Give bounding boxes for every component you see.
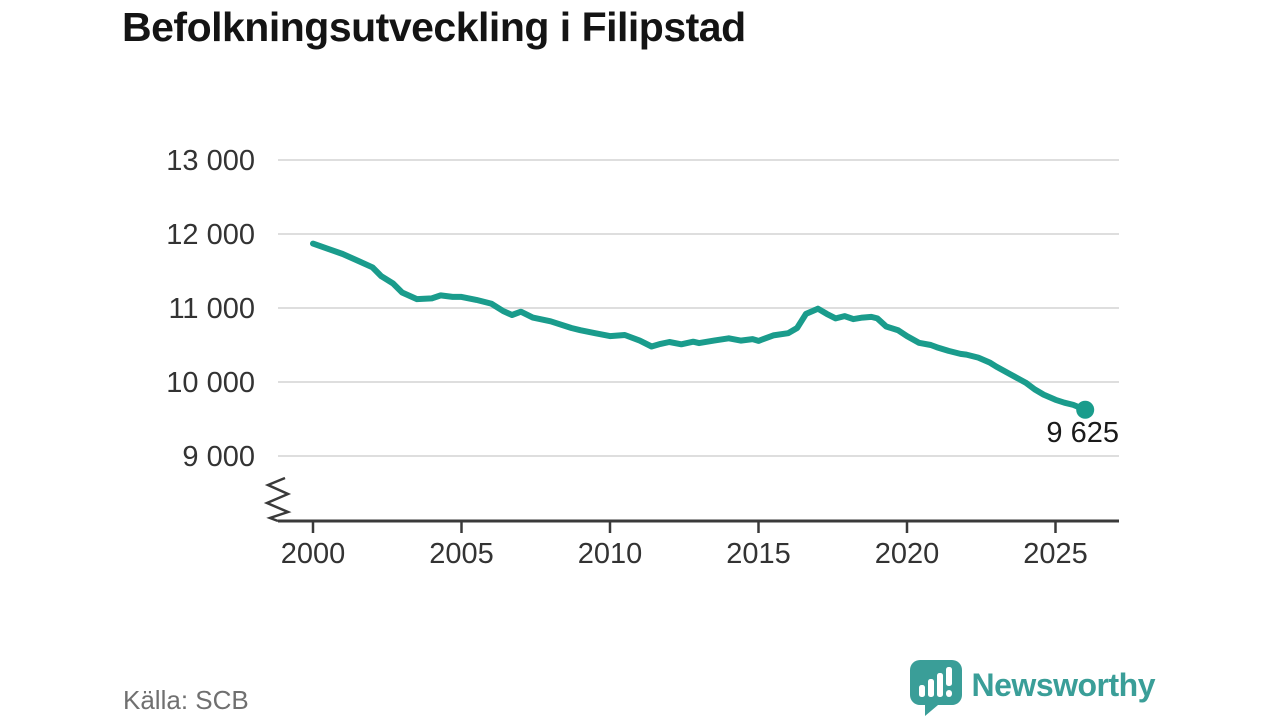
y-axis-tick-label: 11 000 <box>168 293 255 325</box>
x-axis-tick-label: 2000 <box>281 538 346 570</box>
last-value-label: 9 625 <box>1046 417 1119 449</box>
newsworthy-logo-text: Newsworthy <box>971 667 1156 703</box>
chart-title: Befolkningsutveckling i Filipstad <box>122 4 746 50</box>
x-axis-tick-label: 2015 <box>726 538 791 570</box>
x-axis-tick-label: 2010 <box>578 538 643 570</box>
newsworthy-logo-icon <box>909 660 962 716</box>
newsworthy-logo: Newsworthy <box>909 660 1156 716</box>
y-axis-tick-label: 9 000 <box>182 441 255 473</box>
source-note: Källa: SCB <box>123 685 249 715</box>
y-axis-tick-label: 12 000 <box>166 219 255 251</box>
x-axis-tick-label: 2025 <box>1023 538 1088 570</box>
x-axis-tick-label: 2020 <box>875 538 940 570</box>
y-axis-tick-label: 10 000 <box>166 367 255 399</box>
x-axis-tick-label: 2005 <box>429 538 494 570</box>
y-axis-tick-label: 13 000 <box>166 145 255 177</box>
series-end-dot <box>1076 400 1095 419</box>
population-series-line <box>310 240 1089 413</box>
y-axis-break-icon <box>263 476 292 523</box>
